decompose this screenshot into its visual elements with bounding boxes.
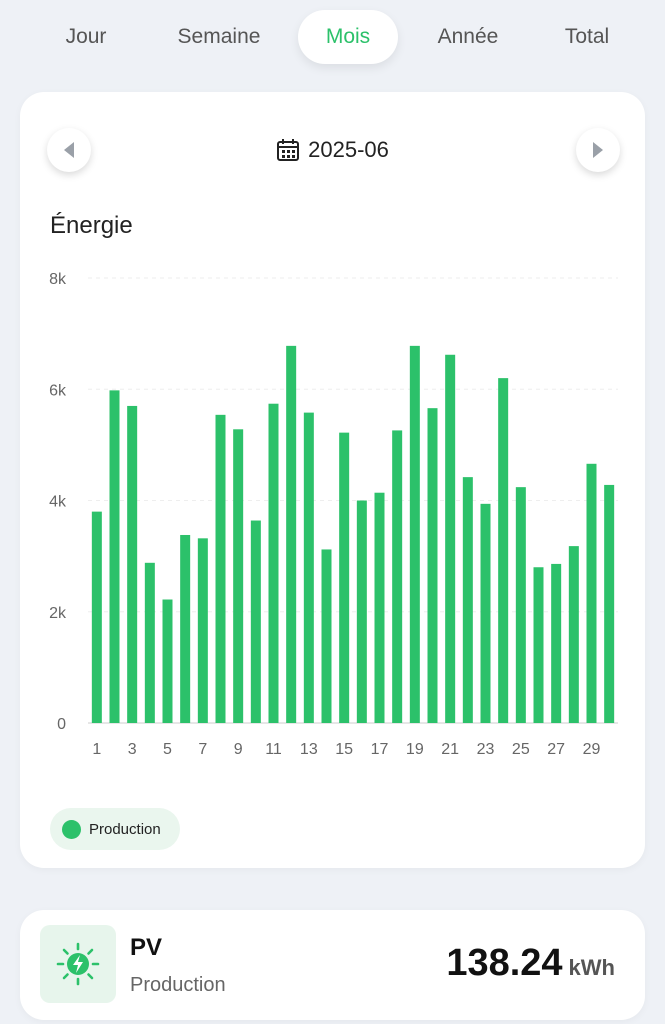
- bar-day-22[interactable]: [462, 477, 473, 723]
- previous-month-button[interactable]: [47, 128, 91, 172]
- tab-jour[interactable]: Jour: [65, 25, 107, 48]
- bar-day-30[interactable]: [604, 484, 615, 723]
- x-tick-label: 11: [265, 741, 282, 758]
- pv-icon-box: [40, 925, 116, 1003]
- x-tick-label: 7: [198, 741, 207, 758]
- bar-day-27[interactable]: [551, 563, 562, 723]
- x-tick-label: 23: [477, 741, 495, 758]
- tab-semaine[interactable]: Semaine: [177, 25, 261, 48]
- date-picker[interactable]: 2025-06: [20, 132, 645, 168]
- bar-day-17[interactable]: [374, 492, 385, 723]
- y-tick-label: 8k: [49, 271, 67, 288]
- x-tick-label: 15: [335, 741, 353, 758]
- bar-day-5[interactable]: [162, 599, 173, 723]
- legend-swatch: [62, 819, 81, 839]
- bar-day-10[interactable]: [250, 520, 261, 723]
- pv-unit: kWh: [568, 955, 615, 980]
- y-tick-label: 4k: [49, 494, 67, 511]
- bar-day-11[interactable]: [268, 403, 279, 723]
- bar-day-1[interactable]: [91, 511, 102, 723]
- solar-energy-icon: [56, 942, 100, 986]
- x-tick-label: 25: [512, 741, 530, 758]
- legend-production[interactable]: Production: [50, 808, 180, 850]
- date-label: 2025-06: [308, 137, 389, 162]
- bar-day-21[interactable]: [445, 354, 456, 723]
- x-tick-label: 21: [441, 741, 459, 758]
- x-tick-label: 19: [406, 741, 424, 758]
- bar-day-28[interactable]: [568, 546, 579, 723]
- chart-title: Énergie: [50, 212, 133, 239]
- bar-day-8[interactable]: [215, 414, 226, 723]
- bar-day-12[interactable]: [286, 345, 297, 723]
- y-tick-label: 2k: [49, 605, 67, 622]
- x-tick-label: 5: [163, 741, 172, 758]
- x-tick-label: 13: [300, 741, 318, 758]
- bar-day-25[interactable]: [515, 487, 526, 723]
- energy-card: 2025-06 Énergie 0 2k 4k 6k 8k 1 3 5 7 9 11 13 15 17 19…: [20, 92, 645, 868]
- bar-day-7[interactable]: [197, 538, 208, 723]
- bar-day-4[interactable]: [144, 562, 155, 723]
- tab-annee[interactable]: Année: [437, 25, 499, 48]
- bar-day-24[interactable]: [498, 378, 509, 723]
- bar-day-13[interactable]: [303, 412, 314, 723]
- y-tick-label: 6k: [49, 382, 67, 399]
- bar-day-9[interactable]: [233, 429, 244, 723]
- tab-total[interactable]: Total: [564, 25, 610, 48]
- x-tick-label: 27: [547, 741, 565, 758]
- y-tick-label: 0: [57, 716, 66, 733]
- pv-total: 138.24 kWh: [446, 942, 615, 985]
- bar-day-14[interactable]: [321, 549, 332, 723]
- pv-value: 138.24: [446, 942, 563, 984]
- bar-day-29[interactable]: [586, 463, 597, 723]
- bar-day-16[interactable]: [356, 500, 367, 724]
- x-tick-label: 3: [128, 741, 137, 758]
- period-tabs: Jour Semaine Mois Année Total: [0, 10, 665, 66]
- bar-day-20[interactable]: [427, 408, 438, 723]
- legend-label: Production: [89, 820, 161, 838]
- bar-day-26[interactable]: [533, 567, 544, 723]
- pv-title: PV: [130, 934, 163, 961]
- tab-mois[interactable]: Mois: [298, 10, 398, 64]
- bar-day-6[interactable]: [180, 534, 191, 723]
- bar-day-2[interactable]: [109, 390, 120, 723]
- chevron-left-icon: [64, 142, 74, 158]
- x-tick-label: 17: [371, 741, 389, 758]
- bar-day-3[interactable]: [127, 405, 138, 723]
- x-tick-label: 9: [234, 741, 243, 758]
- calendar-icon: [277, 139, 300, 161]
- bar-day-19[interactable]: [409, 345, 420, 723]
- next-month-button[interactable]: [576, 128, 620, 172]
- bar-day-23[interactable]: [480, 503, 491, 723]
- x-tick-label: 29: [583, 741, 601, 758]
- bar-day-15[interactable]: [339, 432, 350, 723]
- pv-subtitle: Production: [130, 974, 226, 996]
- chevron-right-icon: [593, 142, 603, 158]
- bar-day-18[interactable]: [392, 430, 403, 723]
- x-tick-label: 1: [92, 741, 101, 758]
- pv-summary-card[interactable]: PV Production 138.24 kWh: [20, 910, 645, 1020]
